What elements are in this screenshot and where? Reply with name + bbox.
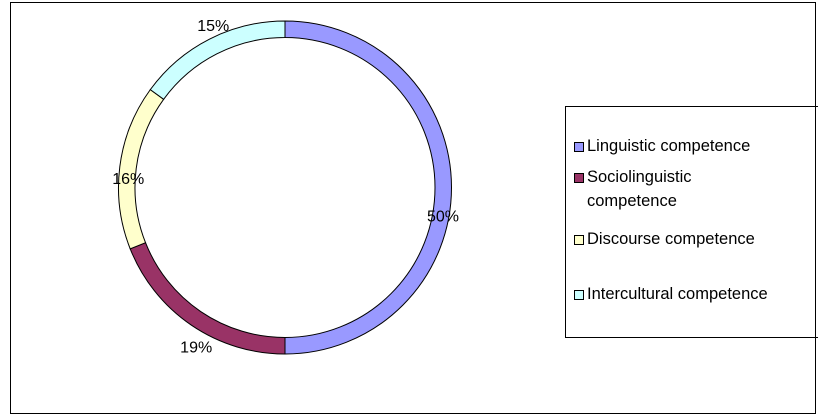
- legend: Linguistic competence Sociolinguistic com…: [565, 106, 818, 338]
- data-label: 15%: [197, 18, 229, 35]
- legend-label: Discourse competence: [587, 230, 755, 248]
- donut-segment: [118, 88, 165, 250]
- donut-segment: [149, 20, 286, 101]
- data-label: 16%: [112, 171, 144, 188]
- legend-swatch: [574, 235, 584, 245]
- chart-border: [10, 2, 816, 414]
- data-label: 50%: [427, 209, 459, 226]
- legend-swatch: [574, 290, 584, 300]
- legend-swatch: [574, 173, 584, 183]
- legend-label: Linguistic competence: [587, 137, 751, 155]
- legend-label: Intercultural competence: [587, 285, 768, 303]
- legend-swatch: [574, 142, 584, 152]
- donut-segment: [129, 242, 286, 355]
- data-label: 19%: [180, 339, 212, 356]
- donut-segment: [284, 20, 452, 355]
- legend-label: Sociolinguistic competence: [587, 168, 692, 210]
